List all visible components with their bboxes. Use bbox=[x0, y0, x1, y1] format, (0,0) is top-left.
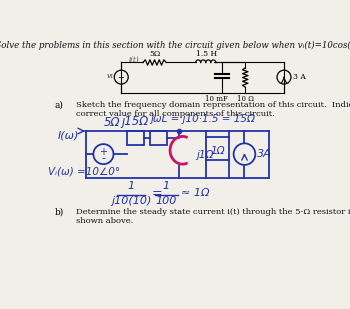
Text: i(t): i(t) bbox=[128, 56, 139, 64]
Text: Determine the steady state current i(t) through the 5-Ω resistor in the circuit
: Determine the steady state current i(t) … bbox=[76, 208, 350, 225]
Text: 3 A: 3 A bbox=[293, 73, 306, 81]
Text: 10 mF: 10 mF bbox=[205, 95, 228, 103]
Text: j1Ω: j1Ω bbox=[196, 150, 214, 160]
Text: j10(10): j10(10) bbox=[111, 196, 152, 206]
Text: Sketch the frequency domain representation of this circuit.  Indicate the
correc: Sketch the frequency domain representati… bbox=[76, 101, 350, 118]
Text: +: + bbox=[99, 147, 107, 157]
Text: 100: 100 bbox=[155, 196, 177, 206]
Text: b): b) bbox=[55, 208, 64, 217]
Text: =: = bbox=[152, 187, 162, 200]
Text: 10 Ω: 10 Ω bbox=[237, 95, 254, 103]
Text: v₁: v₁ bbox=[107, 72, 114, 80]
Text: 3A: 3A bbox=[257, 149, 272, 159]
Text: 5Ω: 5Ω bbox=[104, 116, 120, 129]
Bar bbox=[206, 137, 229, 160]
Text: I(ω): I(ω) bbox=[58, 131, 79, 141]
Text: 5Ω: 5Ω bbox=[149, 50, 160, 58]
Text: -: - bbox=[102, 153, 105, 163]
Text: 1: 1 bbox=[163, 181, 170, 191]
Text: 1.5 H: 1.5 H bbox=[196, 50, 217, 58]
Text: 1Ω: 1Ω bbox=[210, 146, 225, 156]
Text: 3)  Solve the problems in this section with the circuit given below when vᵢ(t)=1: 3) Solve the problems in this section wi… bbox=[0, 41, 350, 50]
Text: ≈ 1Ω: ≈ 1Ω bbox=[181, 188, 209, 198]
Text: +: + bbox=[117, 73, 124, 82]
Text: Vᵢ(ω) =10∠0°: Vᵢ(ω) =10∠0° bbox=[48, 167, 120, 177]
Text: 1: 1 bbox=[128, 181, 135, 191]
Bar bbox=[127, 131, 144, 145]
Text: j15Ω: j15Ω bbox=[121, 115, 149, 128]
Text: a): a) bbox=[55, 101, 63, 110]
Bar bbox=[150, 131, 167, 145]
Text: jωL = j10·1.5 = 15Ω: jωL = j10·1.5 = 15Ω bbox=[150, 114, 255, 124]
